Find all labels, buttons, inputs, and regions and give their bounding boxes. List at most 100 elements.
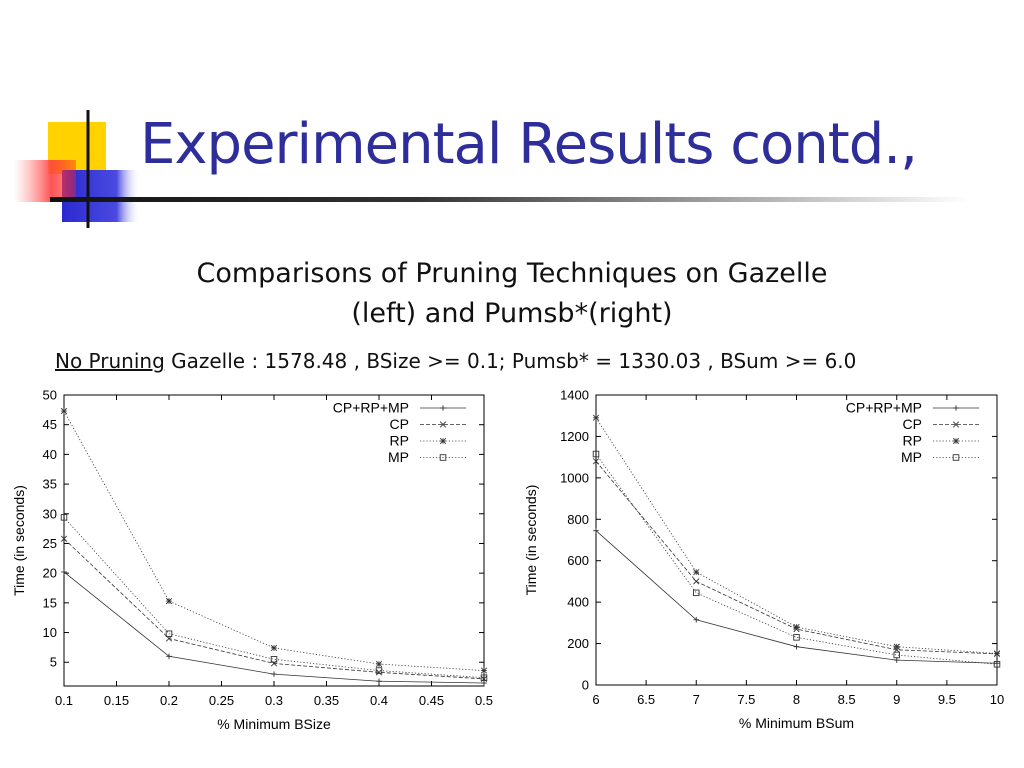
pumsb-series-mp-point — [993, 661, 1001, 668]
pumsb-series-rp-line — [595, 417, 998, 654]
pumsb-series-mp-point — [692, 589, 700, 597]
gazelle-y-tick-label: 15 — [43, 595, 57, 610]
pumsb-x-tick-label: 6.5 — [637, 692, 655, 707]
pumsb-y-tick-label: 800 — [567, 512, 589, 527]
gazelle-series-mp-point — [165, 630, 173, 637]
pumsb-y-tick-label: 1000 — [560, 470, 589, 485]
pumsb-legend-mp-marker — [952, 454, 960, 461]
pumsb-x-tick-label: 7 — [693, 692, 700, 707]
gazelle-x-tick-label: 0.35 — [314, 693, 339, 708]
gazelle-x-tick-label: 0.3 — [265, 693, 283, 708]
no-pruning-label: No Pruning — [55, 349, 165, 373]
pumsb-x-tick-label: 9 — [893, 692, 900, 707]
title-underline-rule — [50, 197, 970, 202]
logo-red-square — [14, 160, 76, 202]
gazelle-legend-cp-rp-mp-label: CP+RP+MP — [333, 400, 409, 416]
pumsb-series-cp-rp-mp-point — [693, 616, 700, 623]
pumsb-plot-frame — [595, 394, 998, 686]
gazelle-legend-rp-marker — [439, 437, 447, 445]
pumsb-series-cp-rp-mp-point — [593, 527, 599, 534]
gazelle-y-tick-label: 40 — [43, 447, 57, 462]
gazelle-series-cp-rp-mp-point — [271, 671, 277, 677]
pumsb-legend-cp-label: CP — [903, 416, 922, 432]
pumsb-x-tick-label: 8 — [793, 692, 800, 707]
gazelle-series-rp-line — [63, 410, 485, 671]
gazelle-x-axis-label: % Minimum BSize — [217, 716, 331, 732]
pumsb-y-tick-label: 400 — [567, 595, 589, 610]
pumsb-series-mp-point — [793, 634, 800, 641]
gazelle-legend-rp-label: RP — [390, 433, 409, 449]
gazelle-x-tick-label: 0.2 — [160, 693, 178, 708]
gazelle-legend-cp-label: CP — [390, 416, 409, 432]
gazelle-x-tick-label: 0.45 — [419, 693, 444, 708]
pumsb-legend-cp-rp-mp-marker — [953, 405, 959, 411]
pumsb-x-axis-label: % Minimum BSum — [739, 715, 854, 731]
pumsb-series-rp-point — [793, 623, 800, 631]
pumsb-series-cp-rp-mp-line — [595, 530, 998, 664]
gazelle-series-cp-rp-mp-point — [376, 678, 382, 685]
pumsb-series-cp-rp-mp-point — [793, 643, 800, 650]
gazelle-y-tick-label: 10 — [43, 625, 57, 640]
pumsb-legend-rp-marker — [952, 437, 960, 445]
gazelle-y-axis-label: Time (in seconds) — [11, 485, 27, 596]
pumsb-series-rp-point — [592, 414, 600, 421]
pumsb-series-mp-point — [592, 450, 600, 458]
pumsb-legend-cp-rp-mp-label: CP+RP+MP — [846, 400, 922, 416]
gazelle-series-rp-point — [60, 407, 68, 415]
pumsb-series-rp-point — [693, 568, 700, 576]
pumsb-y-tick-label: 1200 — [560, 429, 589, 444]
gazelle-y-tick-label: 20 — [43, 566, 57, 581]
gazelle-legend-cp-rp-mp-marker — [440, 405, 446, 411]
gazelle-series-rp-point — [270, 644, 278, 652]
gazelle-chart: 0.1 0.15 0.2 0.25 0.3 0.35 0.4 0.45 0.5 5 10 15 20 25… — [11, 388, 493, 733]
pumsb-x-tick-label: 6 — [592, 692, 599, 707]
gazelle-plot-frame — [63, 394, 485, 687]
gazelle-y-tick-label: 25 — [43, 536, 57, 551]
gazelle-y-tick-label: 35 — [43, 477, 57, 492]
gazelle-series-rp-point — [165, 597, 173, 605]
slide-title: Experimental Results contd., — [140, 112, 918, 177]
pumsb-y-axis-label: Time (in seconds) — [523, 485, 539, 596]
pumsb-chart: 6 6.5 7 7.5 8 8.5 9 9.5 10 0 200 400 600 800 1000 1200 1… — [523, 388, 1004, 732]
pumsb-y-tick-label: 200 — [567, 636, 589, 651]
slide-subtitle-line-1: Comparisons of Pruning Techniques on Gaz… — [196, 258, 828, 289]
pumsb-legend-rp-label: RP — [903, 433, 922, 449]
pumsb-series-cp-point — [693, 578, 700, 585]
pumsb-legend-cp-marker — [952, 421, 960, 428]
slide-logo-decoration — [14, 110, 140, 228]
gazelle-x-tick-label: 0.15 — [104, 693, 129, 708]
gazelle-x-tick-label: 0.25 — [209, 693, 234, 708]
gazelle-x-tick-label: 0.1 — [55, 693, 73, 708]
pumsb-x-tick-label: 9.5 — [938, 692, 956, 707]
gazelle-series-rp-point — [375, 660, 383, 668]
gazelle-x-tick-label: 0.4 — [370, 693, 388, 708]
pumsb-y-tick-label: 600 — [567, 553, 589, 568]
slide-subtitle-line-2: (left) and Pumsb*(right) — [351, 298, 673, 329]
gazelle-x-tick-label: 0.5 — [475, 693, 493, 708]
gazelle-series-cp-line — [63, 538, 485, 680]
gazelle-series-rp-point — [480, 667, 488, 674]
no-pruning-values: Gazelle : 1578.48 , BSize >= 0.1; Pumsb*… — [164, 349, 857, 373]
gazelle-y-tick-label: 5 — [50, 655, 57, 670]
gazelle-y-tick-label: 30 — [43, 506, 57, 521]
pumsb-x-tick-label: 8.5 — [838, 692, 856, 707]
gazelle-series-cp-point — [270, 660, 278, 667]
pumsb-series-mp-point — [893, 651, 901, 659]
gazelle-legend-mp-marker — [439, 454, 447, 461]
gazelle-series-cp-rp-mp-point — [481, 680, 487, 686]
gazelle-y-tick-label: 45 — [43, 417, 57, 432]
gazelle-series-mp-point — [60, 514, 68, 521]
gazelle-y-tick-label: 50 — [43, 388, 57, 403]
gazelle-series-cp-rp-mp-point — [166, 653, 172, 660]
pumsb-y-tick-label: 1400 — [560, 388, 589, 403]
pumsb-series-rp-point — [993, 650, 1001, 657]
gazelle-series-mp-line — [63, 517, 485, 679]
gazelle-series-cp-point — [60, 535, 68, 542]
gazelle-legend-mp-label: MP — [388, 449, 409, 465]
pumsb-x-tick-label: 7.5 — [737, 692, 755, 707]
gazelle-legend-cp-marker — [439, 421, 447, 428]
pumsb-y-tick-label: 0 — [582, 678, 589, 693]
gazelle-series-mp-point — [375, 667, 383, 674]
pumsb-series-rp-point — [893, 643, 900, 650]
pumsb-series-mp-line — [595, 453, 998, 665]
